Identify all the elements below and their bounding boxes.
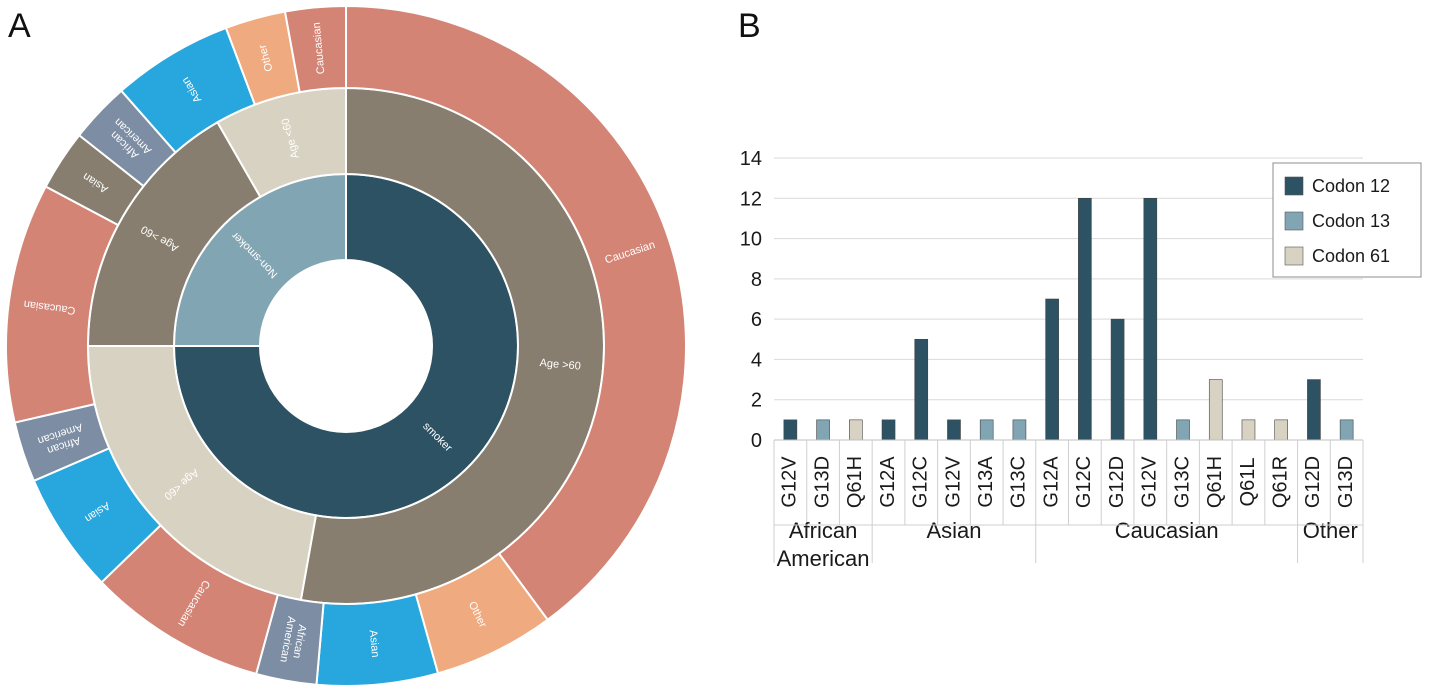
x-tick-label: G12V — [942, 456, 964, 508]
group-label-african-american: African American — [777, 518, 870, 571]
y-tick-label: 10 — [740, 229, 762, 251]
sunburst-outer-segment-caucasian — [345, 4, 687, 622]
y-tick-label: 6 — [751, 309, 762, 331]
x-tick-label: G12A — [877, 456, 899, 508]
bar-caucasian-g13c — [1176, 419, 1190, 441]
x-tick-label: Q61H — [1204, 456, 1226, 508]
x-tick-label: G12A — [1040, 456, 1062, 508]
bar-chart-x-axis: G12V G13D Q61H African American G12A G12C G12V G… — [773, 439, 1364, 571]
y-tick-label: 4 — [751, 349, 762, 371]
y-tick-label: 2 — [751, 390, 762, 412]
bar-asian-g12a — [881, 419, 896, 441]
bar-caucasian-q61r — [1274, 419, 1288, 441]
group-label-asian: Asian — [926, 518, 981, 543]
group-label-other: Other — [1303, 518, 1358, 543]
legend-label-codon-12: Codon 12 — [1312, 176, 1390, 196]
x-tick-label: G13A — [975, 456, 997, 508]
legend-swatch-codon-61 — [1284, 246, 1304, 266]
bar-chart-gridlines — [774, 157, 1363, 441]
bar-asian-g12v — [947, 419, 961, 441]
legend-label-codon-61: Codon 61 — [1312, 246, 1390, 266]
sunburst-label-asian: Asian — [367, 629, 382, 658]
y-tick-label: 0 — [751, 430, 762, 452]
x-tick-label: Q61L — [1237, 458, 1259, 507]
bar-caucasian-q61l — [1241, 419, 1256, 441]
sunburst-outer-segment-caucasian — [283, 4, 347, 94]
x-tick-label: G13C — [1171, 456, 1193, 508]
x-tick-label: Q61H — [844, 456, 866, 508]
legend-swatch-codon-12 — [1284, 176, 1304, 196]
x-tick-label: G12C — [1073, 456, 1095, 508]
bar-caucasian-g12a — [1045, 298, 1059, 441]
x-tick-label: G13C — [1008, 456, 1030, 508]
bar-asian-g12c — [914, 338, 929, 441]
sunburst-label-caucasian: Caucasian — [311, 22, 328, 75]
x-tick-label: G12C — [910, 456, 932, 508]
x-tick-label: G12V — [779, 456, 801, 508]
bar-chart-legend: Codon 12 Codon 13 Codon 61 — [1272, 162, 1422, 278]
bar-chart-y-axis: 0 2 4 6 8 10 12 14 — [740, 148, 762, 452]
x-tick-label: G13D — [811, 456, 833, 508]
legend-label-codon-13: Codon 13 — [1312, 211, 1390, 231]
legend-swatch-codon-13 — [1284, 211, 1304, 231]
bar-caucasian-g12v — [1143, 197, 1158, 441]
x-tick-label: Q61R — [1269, 456, 1291, 508]
bar-african-american-g12v — [783, 419, 798, 441]
y-tick-label: 12 — [740, 188, 762, 210]
bar-asian-g13a — [979, 419, 994, 441]
bar-caucasian-g12c — [1078, 197, 1092, 441]
bar-caucasian-q61h — [1208, 379, 1223, 441]
bar-asian-g13c — [1012, 419, 1027, 441]
x-tick-label: G12D — [1106, 456, 1128, 508]
bar-other-g12d — [1307, 379, 1321, 441]
panel-b-letter: B — [738, 7, 761, 45]
bar-african-american-q61h — [849, 419, 863, 441]
sunburst-label-age-60: Age >60 — [539, 357, 581, 373]
panel-a-letter: A — [8, 7, 31, 45]
x-tick-label: G13D — [1335, 456, 1357, 508]
x-tick-label: G12D — [1302, 456, 1324, 508]
x-tick-label: G12V — [1139, 456, 1161, 508]
bar-african-american-g13d — [816, 419, 830, 441]
bar-other-g13d — [1339, 419, 1354, 441]
y-tick-label: 14 — [740, 148, 762, 170]
bar-caucasian-g12d — [1110, 318, 1125, 441]
bar-chart-bars — [783, 197, 1354, 441]
y-tick-label: 8 — [751, 269, 762, 291]
group-label-caucasian: Caucasian — [1115, 518, 1219, 543]
